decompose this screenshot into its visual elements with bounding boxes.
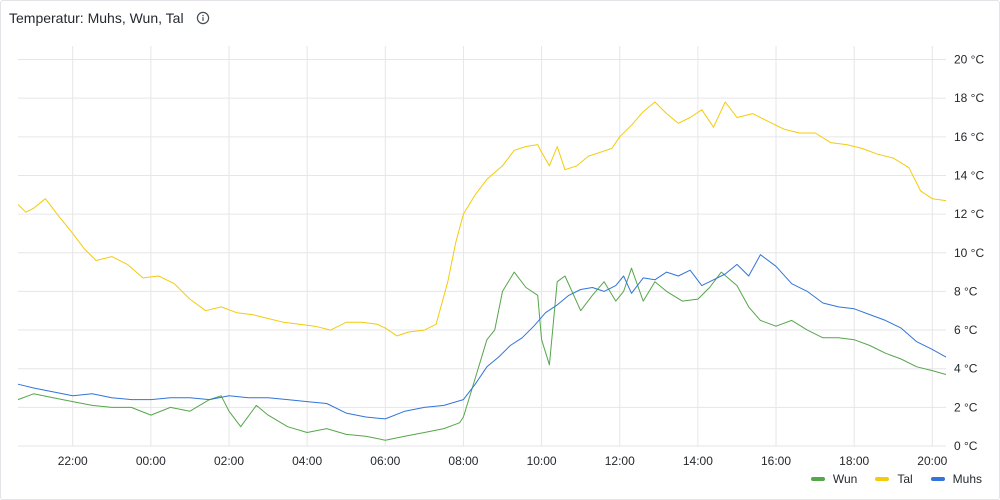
legend-item-wun[interactable]: Wun [810, 472, 858, 486]
series-line-wun[interactable] [17, 267, 947, 441]
legend-item-muhs[interactable]: Muhs [930, 472, 982, 486]
y-tick-label: 20 °C [954, 53, 984, 67]
y-tick-label: 12 °C [954, 207, 984, 221]
y-tick-label: 8 °C [954, 284, 978, 298]
x-tick-label: 14:00 [683, 454, 713, 468]
y-tick-label: 4 °C [954, 362, 978, 376]
panel-header: Temperatur: Muhs, Wun, Tal [9, 7, 210, 29]
y-tick-label: 18 °C [954, 91, 984, 105]
x-tick-label: 06:00 [370, 454, 400, 468]
x-tick-label: 22:00 [58, 454, 88, 468]
x-tick-label: 08:00 [448, 454, 478, 468]
legend-label: Wun [832, 472, 858, 486]
series-line-tal[interactable] [17, 101, 947, 337]
series-line-muhs[interactable] [17, 254, 947, 420]
info-circle-icon[interactable] [196, 11, 210, 25]
legend-swatch [810, 477, 825, 481]
panel-title: Temperatur: Muhs, Wun, Tal [9, 10, 184, 26]
legend-swatch [875, 477, 890, 481]
x-tick-label: 20:00 [917, 454, 947, 468]
x-tick-label: 00:00 [136, 454, 166, 468]
legend-label: Tal [897, 472, 913, 486]
x-tick-label: 04:00 [292, 454, 322, 468]
chart-grid [18, 46, 946, 447]
x-axis: 22:00 00:00 02:00 04:00 06:00 08:00 10:00 12:00… [58, 454, 948, 468]
y-axis: 0 °C 2 °C 4 °C 6 °C 8 °C 10 °C 12 °C 14 °C 16 °C… [954, 53, 984, 453]
x-tick-label: 16:00 [761, 454, 791, 468]
y-tick-label: 2 °C [954, 400, 978, 414]
y-tick-label: 10 °C [954, 246, 984, 260]
legend-label: Muhs [952, 472, 982, 486]
x-tick-label: 10:00 [527, 454, 557, 468]
x-tick-label: 12:00 [605, 454, 635, 468]
chart-legend: Wun Tal Muhs [810, 472, 982, 486]
chart-series [17, 101, 947, 441]
info-circle-icon-svg [196, 11, 209, 25]
y-tick-label: 0 °C [954, 439, 978, 453]
y-tick-label: 14 °C [954, 168, 984, 182]
x-tick-label: 18:00 [839, 454, 869, 468]
legend-swatch [930, 477, 945, 481]
x-tick-label: 02:00 [214, 454, 244, 468]
y-tick-label: 6 °C [954, 323, 978, 337]
legend-item-tal[interactable]: Tal [875, 472, 913, 486]
y-tick-label: 16 °C [954, 130, 984, 144]
